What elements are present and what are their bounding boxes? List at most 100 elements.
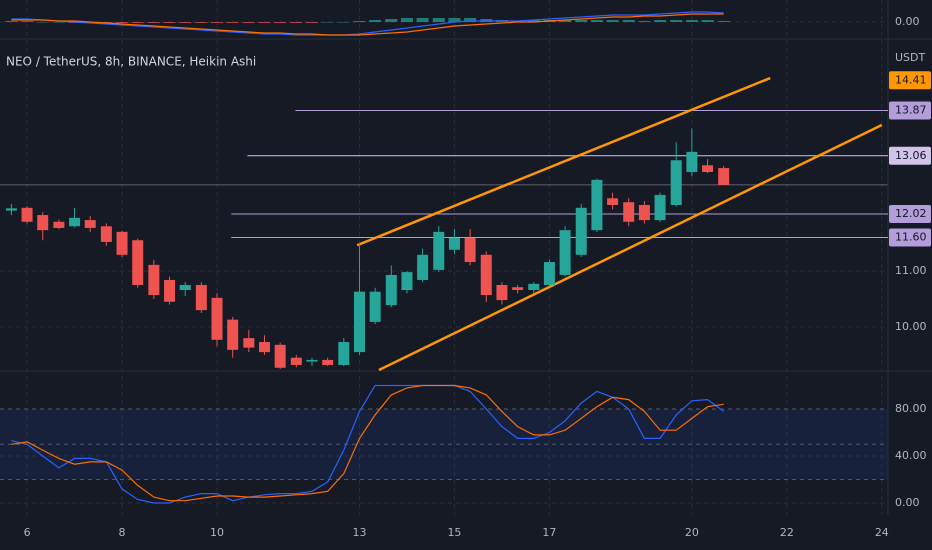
price-label-box [889,146,931,165]
x-tick-label: 20 [685,526,699,539]
indicator-line [11,384,724,502]
price-label: 12.02 [895,207,927,220]
candle-body [211,297,223,340]
candle-body [496,284,508,301]
candle-body [702,165,714,172]
candle-body [53,221,65,228]
candle-body [21,207,33,222]
price-label-box [889,228,931,247]
histogram-bar [131,22,144,23]
histogram-bar [163,22,176,23]
histogram-bar [147,22,160,23]
candle-body [433,231,445,270]
chart-title: NEO / TetherUS, 8h, BINANCE, Heikin Ashi [6,55,256,69]
indicator-line [11,384,725,504]
candle-body [132,240,144,285]
histogram-bar [448,18,461,22]
candle-body [686,151,698,172]
histogram-bar [258,22,271,23]
candle-body [718,168,730,185]
histogram-bar [369,20,382,22]
histogram-bar [416,18,429,22]
x-tick-label: 17 [542,526,556,539]
candle-body [401,272,413,291]
candle-body [100,226,112,242]
histogram-bar [575,20,588,22]
histogram-bar [385,19,398,22]
histogram-bar [179,22,192,23]
candle-body [543,262,555,285]
indicator-line [11,11,724,36]
x-tick-label: 15 [447,526,461,539]
histogram-bar [701,20,714,22]
candle-body [5,208,17,211]
histogram-bar [195,22,208,23]
candle-body [274,344,286,368]
histogram-bar [606,20,619,22]
histogram-bar [36,22,49,23]
candle-body [638,205,650,221]
candle-body [322,359,334,365]
histogram-bar [685,20,698,22]
price-label: 11.60 [895,230,927,243]
candle-body [243,338,255,348]
candle-body [480,254,492,296]
y-tick-label: 80.00 [895,402,927,415]
price-label: 13.06 [895,149,927,162]
price-label: 14.41 [895,73,927,86]
histogram-bar [211,22,224,23]
candle-body [148,264,160,296]
x-tick-label: 10 [210,526,224,539]
candle-body [607,198,619,205]
histogram-bar [290,22,303,23]
y-tick-label: 11.00 [895,264,927,277]
histogram-bar [464,18,477,22]
histogram-bar [305,22,318,23]
candle-body [559,230,571,275]
candle-body [290,357,302,365]
y-tick-label: 40.00 [895,449,927,462]
indicator-line [11,13,724,36]
histogram-bar [321,22,334,23]
candle-body [591,179,603,231]
price-label-box [889,101,931,120]
histogram-bar [226,22,239,23]
candle-body [84,220,96,228]
price-label-box [889,71,931,90]
candle-body [259,342,271,353]
histogram-bar [622,20,635,22]
histogram-bar [559,20,572,22]
price-label-box [889,204,931,223]
histogram-bar [274,22,287,23]
histogram-bar [590,20,603,22]
trendline [378,123,883,372]
candle-body [353,291,365,353]
histogram-bar [116,22,129,23]
histogram-bar [670,20,683,22]
histogram-bar [654,20,667,22]
histogram-bar [717,21,730,22]
histogram-bar [242,22,255,23]
candle-body [227,319,239,350]
candle-body [464,238,476,263]
candle-body [528,283,540,291]
histogram-bar [353,21,366,22]
candle-body [195,284,207,311]
candle-body [164,279,176,302]
candle-body [179,284,191,291]
trendline [356,76,771,247]
histogram-bar [400,18,413,22]
candle-body [338,342,350,365]
histogram-bar [432,18,445,22]
candle-body [448,238,460,250]
x-tick-label: 8 [119,526,126,539]
histogram-bar [21,21,34,22]
candle-body [654,194,666,221]
y-tick-label: 10.00 [895,320,927,333]
x-tick-label: 13 [352,526,366,539]
candle-body [670,160,682,205]
histogram-bar [337,22,350,23]
candle-body [37,215,49,231]
candle-body [512,287,524,291]
